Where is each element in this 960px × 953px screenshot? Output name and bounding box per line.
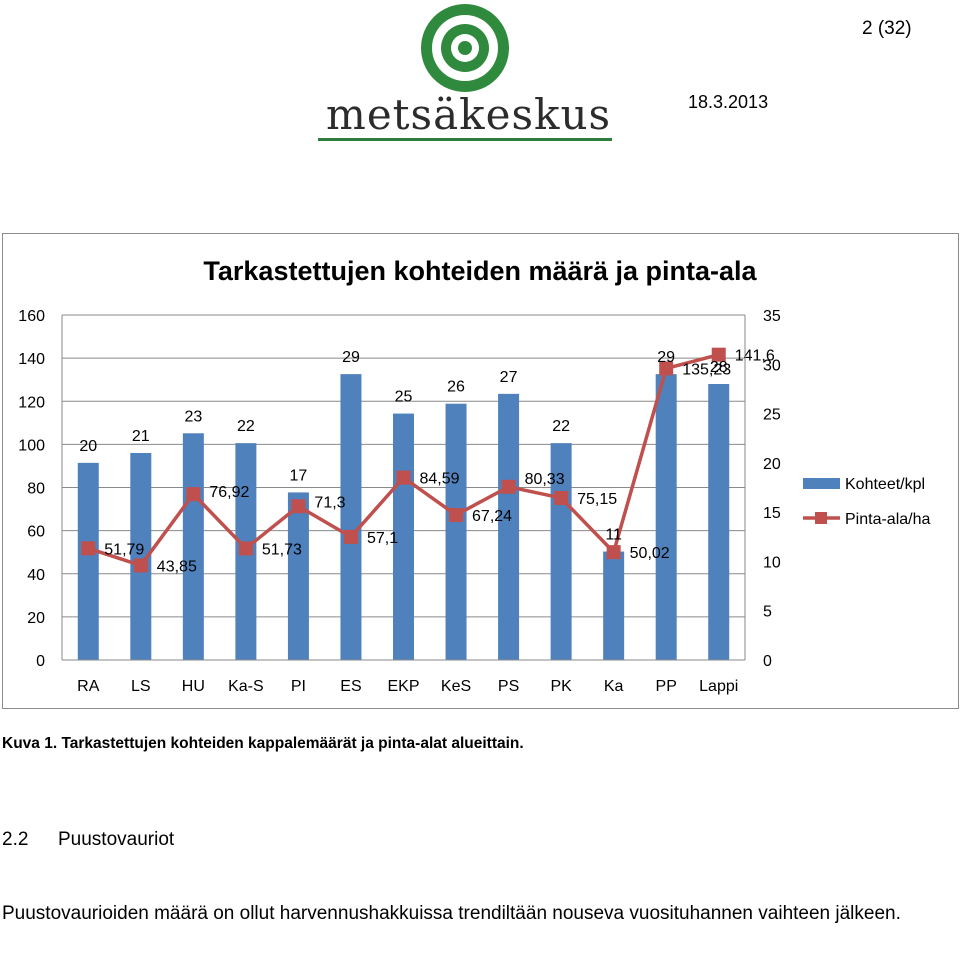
bar bbox=[603, 551, 625, 660]
bar-data-label: 29 bbox=[657, 349, 675, 366]
logo-underline bbox=[318, 138, 612, 141]
line-marker bbox=[659, 361, 674, 376]
bar bbox=[130, 453, 152, 660]
y-left-tick-label: 40 bbox=[27, 567, 45, 584]
section-heading: 2.2 Puustovauriot bbox=[2, 829, 174, 851]
bar-data-label: 27 bbox=[500, 369, 518, 386]
bar bbox=[708, 384, 730, 660]
line-marker bbox=[133, 558, 148, 573]
bar-data-label: 22 bbox=[237, 418, 255, 435]
line-marker bbox=[81, 541, 96, 556]
x-tick-label: Ka bbox=[604, 678, 624, 695]
bar-data-label: 28 bbox=[710, 359, 728, 376]
chart: Tarkastettujen kohteiden määrä ja pinta-… bbox=[2, 233, 959, 709]
y-left-tick-label: 120 bbox=[18, 394, 45, 411]
bar-data-label: 22 bbox=[552, 418, 570, 435]
line-marker bbox=[554, 490, 569, 505]
line-data-label: 80,33 bbox=[525, 471, 565, 488]
y-right-tick-label: 5 bbox=[763, 604, 772, 621]
legend-label-bars: Kohteet/kpl bbox=[845, 476, 925, 493]
line-data-label: 76,92 bbox=[209, 484, 249, 501]
bar bbox=[445, 403, 467, 660]
y-right-tick-label: 25 bbox=[763, 407, 781, 424]
bar-data-label: 11 bbox=[605, 527, 622, 544]
line-marker bbox=[711, 347, 726, 362]
bar bbox=[77, 462, 99, 660]
target-rings-icon bbox=[421, 4, 509, 92]
line-marker bbox=[606, 545, 621, 560]
y-right-tick-label: 30 bbox=[763, 357, 781, 374]
page-number: 2 (32) bbox=[862, 18, 912, 39]
metsakeskus-logo: metsäkeskus bbox=[318, 2, 618, 144]
x-tick-label: PK bbox=[550, 678, 572, 695]
figure-caption: Kuva 1. Tarkastettujen kohteiden kappale… bbox=[2, 735, 524, 752]
bar-data-label: 25 bbox=[395, 389, 413, 406]
chart-title: Tarkastettujen kohteiden määrä ja pinta-… bbox=[203, 256, 757, 286]
line-data-label: 57,1 bbox=[367, 530, 398, 547]
bar-data-label: 23 bbox=[184, 408, 202, 425]
logo-wordmark: metsäkeskus bbox=[326, 90, 612, 139]
legend-swatch-marker bbox=[815, 512, 827, 524]
y-left-tick-label: 100 bbox=[18, 437, 45, 454]
bar-data-label: 26 bbox=[447, 379, 465, 396]
x-tick-label: RA bbox=[77, 678, 100, 695]
document-date: 18.3.2013 bbox=[688, 92, 769, 112]
body-paragraph: Puustovaurioiden määrä on ollut harvennu… bbox=[2, 903, 901, 924]
y-left-tick-label: 140 bbox=[18, 351, 45, 368]
line-data-label: 71,3 bbox=[314, 494, 345, 511]
line-marker bbox=[449, 508, 464, 523]
line-marker bbox=[238, 541, 253, 556]
line-data-label: 51,73 bbox=[262, 541, 302, 558]
bar-data-label: 17 bbox=[290, 467, 308, 484]
bar bbox=[182, 433, 204, 660]
y-right-tick-label: 20 bbox=[763, 456, 781, 473]
line-marker bbox=[396, 470, 411, 485]
bar bbox=[655, 374, 677, 660]
legend-swatch-bars bbox=[803, 478, 840, 489]
x-tick-label: PP bbox=[656, 678, 677, 695]
section-title: Puustovauriot bbox=[58, 829, 175, 850]
y-right-tick-label: 0 bbox=[763, 653, 772, 670]
bar bbox=[498, 393, 520, 660]
y-left-tick-label: 0 bbox=[36, 653, 45, 670]
bar-data-label: 29 bbox=[342, 349, 360, 366]
x-tick-label: EKP bbox=[387, 678, 419, 695]
section-number: 2.2 bbox=[2, 829, 29, 850]
line-marker bbox=[186, 487, 201, 502]
line-marker bbox=[501, 479, 516, 494]
x-tick-label: Ka-S bbox=[228, 678, 264, 695]
line-data-label: 43,85 bbox=[157, 558, 197, 575]
x-tick-label: PI bbox=[291, 678, 306, 695]
line-data-label: 135,23 bbox=[682, 361, 731, 378]
x-tick-label: HU bbox=[182, 678, 205, 695]
x-tick-label: LS bbox=[131, 678, 151, 695]
chart-canvas: Tarkastettujen kohteiden määrä ja pinta-… bbox=[18, 256, 930, 695]
line-marker bbox=[291, 499, 306, 514]
y-left-tick-label: 160 bbox=[18, 308, 45, 325]
bar-data-label: 20 bbox=[79, 438, 97, 455]
line-marker bbox=[343, 529, 358, 544]
line-data-label: 67,24 bbox=[472, 508, 512, 525]
y-right-tick-label: 15 bbox=[763, 505, 781, 522]
legend-label-line: Pinta-ala/ha bbox=[845, 511, 930, 528]
x-tick-label: Lappi bbox=[699, 678, 738, 695]
x-tick-label: ES bbox=[340, 678, 361, 695]
line-data-label: 84,59 bbox=[420, 471, 460, 488]
y-left-tick-label: 20 bbox=[27, 610, 45, 627]
y-left-tick-label: 80 bbox=[27, 481, 45, 498]
x-tick-label: PS bbox=[498, 678, 519, 695]
bar bbox=[340, 374, 362, 660]
y-right-tick-label: 10 bbox=[763, 554, 781, 571]
line-data-label: 51,79 bbox=[104, 541, 144, 558]
y-left-tick-label: 60 bbox=[27, 524, 45, 541]
line-data-label: 75,15 bbox=[577, 491, 617, 508]
x-tick-label: KeS bbox=[441, 678, 471, 695]
line-data-label: 50,02 bbox=[630, 545, 670, 562]
y-right-tick-label: 35 bbox=[763, 308, 781, 325]
bar-data-label: 21 bbox=[132, 428, 150, 445]
bar bbox=[287, 492, 309, 660]
